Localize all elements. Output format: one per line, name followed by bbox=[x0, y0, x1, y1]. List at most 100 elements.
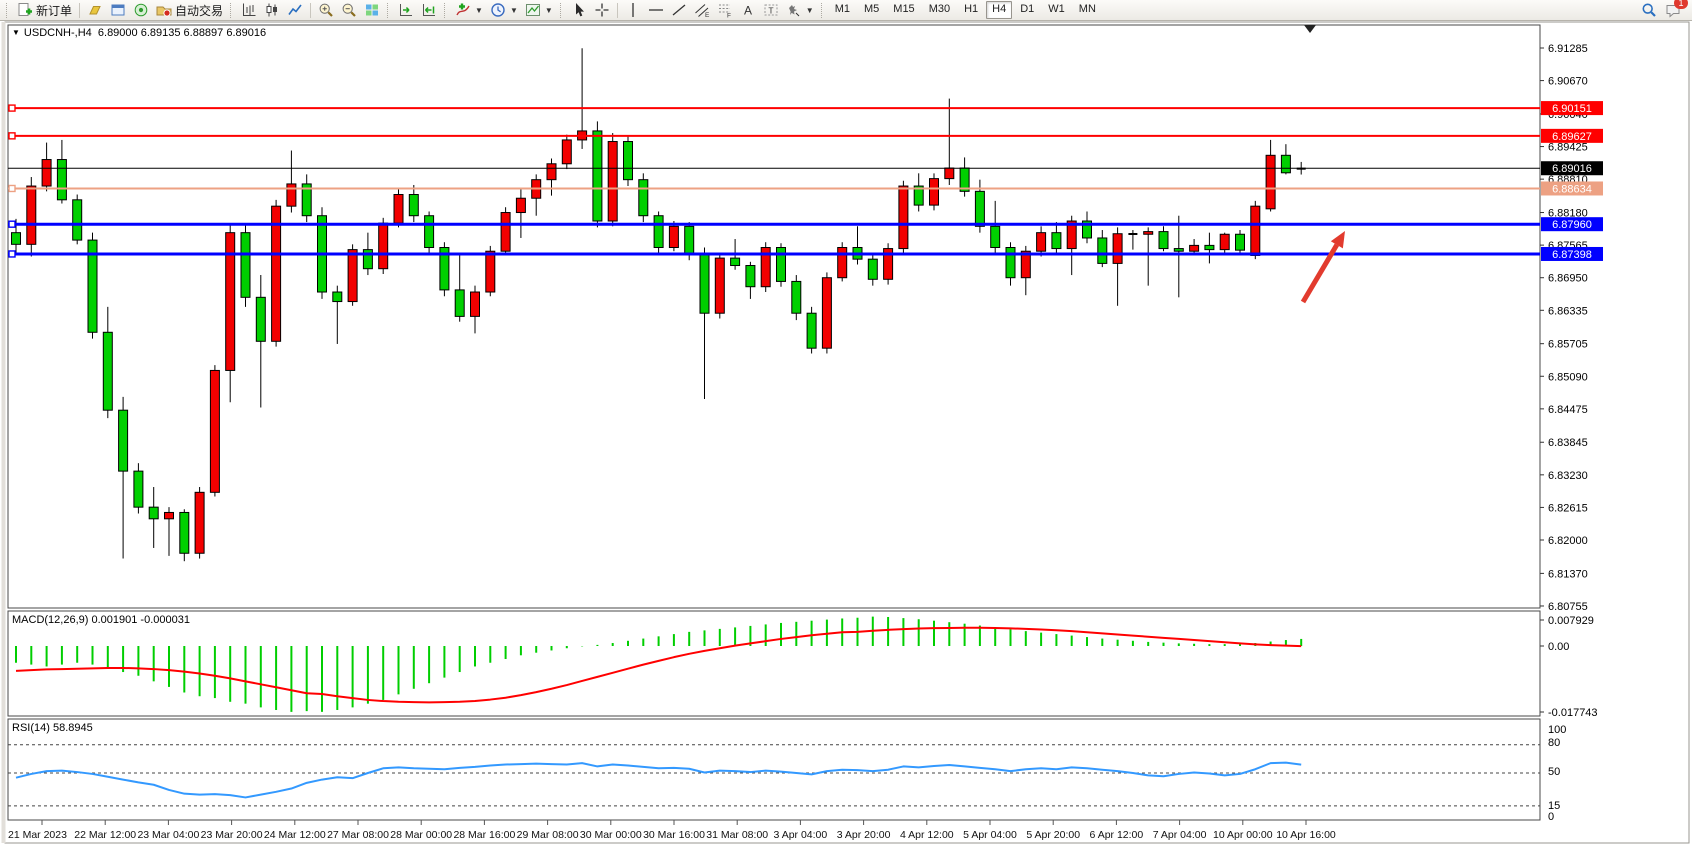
price-badge-label: 6.88634 bbox=[1552, 183, 1592, 195]
main-price-panel[interactable] bbox=[7, 24, 1541, 609]
timeframe-button-M5[interactable]: M5 bbox=[864, 3, 880, 15]
vertical-line-icon bbox=[625, 2, 641, 18]
arrows-dropdown-caret[interactable]: ▼ bbox=[805, 5, 814, 15]
candle-body bbox=[668, 225, 679, 249]
indicators-icon bbox=[455, 2, 471, 18]
timeframe-button-M30[interactable]: M30 bbox=[928, 3, 951, 15]
timeframe-button-M1[interactable]: M1 bbox=[834, 3, 850, 15]
chart-window-button[interactable] bbox=[107, 1, 129, 19]
candle-body bbox=[179, 511, 190, 554]
candle-body bbox=[1005, 247, 1016, 279]
macd-axis-label: -0.017743 bbox=[1548, 707, 1598, 719]
candle-body bbox=[684, 225, 695, 256]
cursor-tool-button[interactable] bbox=[568, 1, 590, 19]
timeframe-button-H4[interactable]: H4 bbox=[986, 1, 1013, 19]
chart-shift-marker-icon[interactable] bbox=[1304, 25, 1316, 33]
level-anchor-marker[interactable] bbox=[8, 132, 16, 140]
candle-body bbox=[913, 185, 924, 206]
periods-dropdown-caret[interactable]: ▼ bbox=[509, 5, 518, 15]
chart-shift-button[interactable] bbox=[418, 1, 440, 19]
price-badge-6.88634 bbox=[1541, 181, 1603, 196]
chart-shift-icon bbox=[421, 2, 437, 18]
symbol-dropdown-icon[interactable]: ▼ bbox=[12, 28, 20, 37]
macd-signal-line bbox=[15, 626, 1302, 704]
candle-body bbox=[424, 215, 435, 249]
candles-layer bbox=[11, 48, 1306, 562]
toolbar-grip bbox=[230, 2, 234, 18]
candle-body bbox=[133, 470, 144, 508]
arrow-shaft bbox=[1300, 243, 1340, 304]
rsi-axis-label: 15 bbox=[1548, 800, 1560, 812]
level-anchor-marker[interactable] bbox=[8, 250, 16, 258]
price-badge-6.87398 bbox=[1541, 246, 1603, 261]
indicators-button[interactable]: ▼ bbox=[452, 1, 486, 19]
equidistant-channel-icon: E bbox=[694, 2, 710, 18]
candle-body bbox=[714, 257, 725, 314]
autotrading-button[interactable]: 自动交易 bbox=[153, 1, 226, 19]
signals-button[interactable] bbox=[130, 1, 152, 19]
arrows-tool-button[interactable]: ▼ bbox=[783, 1, 817, 19]
price-tick-label: 6.83845 bbox=[1548, 437, 1588, 449]
indicators-dropdown-caret[interactable]: ▼ bbox=[475, 5, 483, 15]
bar-chart-mode-button[interactable] bbox=[238, 1, 260, 19]
tile-windows-icon bbox=[364, 2, 380, 18]
price-tick-label: 6.83230 bbox=[1548, 470, 1588, 482]
price-tick-label: 6.86950 bbox=[1548, 273, 1588, 285]
time-tick-label: 30 Mar 16:00 bbox=[643, 829, 705, 841]
candle-body bbox=[837, 247, 848, 279]
periods-button[interactable]: ▼ bbox=[487, 1, 521, 19]
time-axis[interactable]: 21 Mar 2023 22 Mar 12:00 23 Mar 04:00 23 Ma… bbox=[8, 820, 1336, 841]
candlestick-mode-button[interactable] bbox=[261, 1, 283, 19]
templates-button[interactable]: ▼ bbox=[522, 1, 556, 19]
level-anchor-marker[interactable] bbox=[8, 184, 16, 193]
price-badge-6.89016 bbox=[1541, 161, 1603, 176]
tile-windows-button[interactable] bbox=[361, 1, 383, 19]
horizontal-line-tool-button[interactable] bbox=[645, 1, 667, 19]
time-tick-label: 22 Mar 12:00 bbox=[74, 829, 136, 841]
line-chart-mode-button[interactable] bbox=[284, 1, 306, 19]
bar-chart-icon bbox=[241, 2, 257, 18]
timeframe-button-M15[interactable]: M15 bbox=[893, 3, 915, 15]
timeframe-button-W1[interactable]: W1 bbox=[1048, 3, 1065, 15]
autotrading-label: 自动交易 bbox=[175, 3, 224, 18]
candle-body bbox=[408, 194, 419, 217]
arrow-annotation[interactable] bbox=[1300, 231, 1345, 304]
auto-scroll-button[interactable] bbox=[395, 1, 417, 19]
timeframe-group: M1 M5 M15 M30 H1 H4 D1 W1 MN bbox=[829, 1, 1102, 19]
text-label-tool-button[interactable]: T bbox=[760, 1, 782, 19]
fibonacci-tool-button[interactable]: F bbox=[714, 1, 736, 19]
candle-body bbox=[1250, 205, 1261, 256]
timeframe-button-MN[interactable]: MN bbox=[1078, 3, 1096, 15]
candle-body bbox=[362, 249, 373, 270]
price-tick-label: 6.81370 bbox=[1548, 568, 1588, 580]
candle-body bbox=[87, 239, 98, 333]
vertical-line-tool-button[interactable] bbox=[622, 1, 644, 19]
macd-panel[interactable] bbox=[7, 610, 1541, 717]
metaeditor-button[interactable] bbox=[84, 1, 106, 19]
search-icon[interactable] bbox=[1641, 2, 1657, 18]
text-tool-button[interactable]: A bbox=[737, 1, 759, 19]
rsi-panel[interactable] bbox=[7, 718, 1541, 821]
level-anchor-marker[interactable] bbox=[8, 220, 16, 228]
new-order-button[interactable]: 新订单 bbox=[14, 1, 75, 19]
svg-text:A: A bbox=[744, 4, 752, 18]
zoom-out-button[interactable] bbox=[338, 1, 360, 19]
candle-body bbox=[1143, 231, 1154, 235]
zoom-in-button[interactable] bbox=[315, 1, 337, 19]
crosshair-tool-button[interactable] bbox=[591, 1, 613, 19]
candle-body bbox=[1066, 220, 1077, 250]
timeframe-button-D1[interactable]: D1 bbox=[1020, 3, 1035, 15]
candle-body bbox=[1189, 244, 1200, 252]
radar-icon bbox=[133, 2, 149, 18]
trendline-tool-button[interactable] bbox=[668, 1, 690, 19]
timeframe-button-H1[interactable]: H1 bbox=[964, 3, 979, 15]
time-tick-label: 21 Mar 2023 bbox=[8, 829, 67, 841]
level-anchor-marker[interactable] bbox=[8, 104, 16, 112]
channel-tool-button[interactable]: E bbox=[691, 1, 713, 19]
candle-body bbox=[1020, 250, 1031, 279]
templates-dropdown-caret[interactable]: ▼ bbox=[544, 5, 553, 15]
trendline-icon bbox=[671, 2, 687, 18]
chat-button[interactable]: 1 bbox=[1665, 0, 1688, 18]
price-axis[interactable]: 6.912856.906706.900406.894256.888106.881… bbox=[1540, 43, 1603, 823]
